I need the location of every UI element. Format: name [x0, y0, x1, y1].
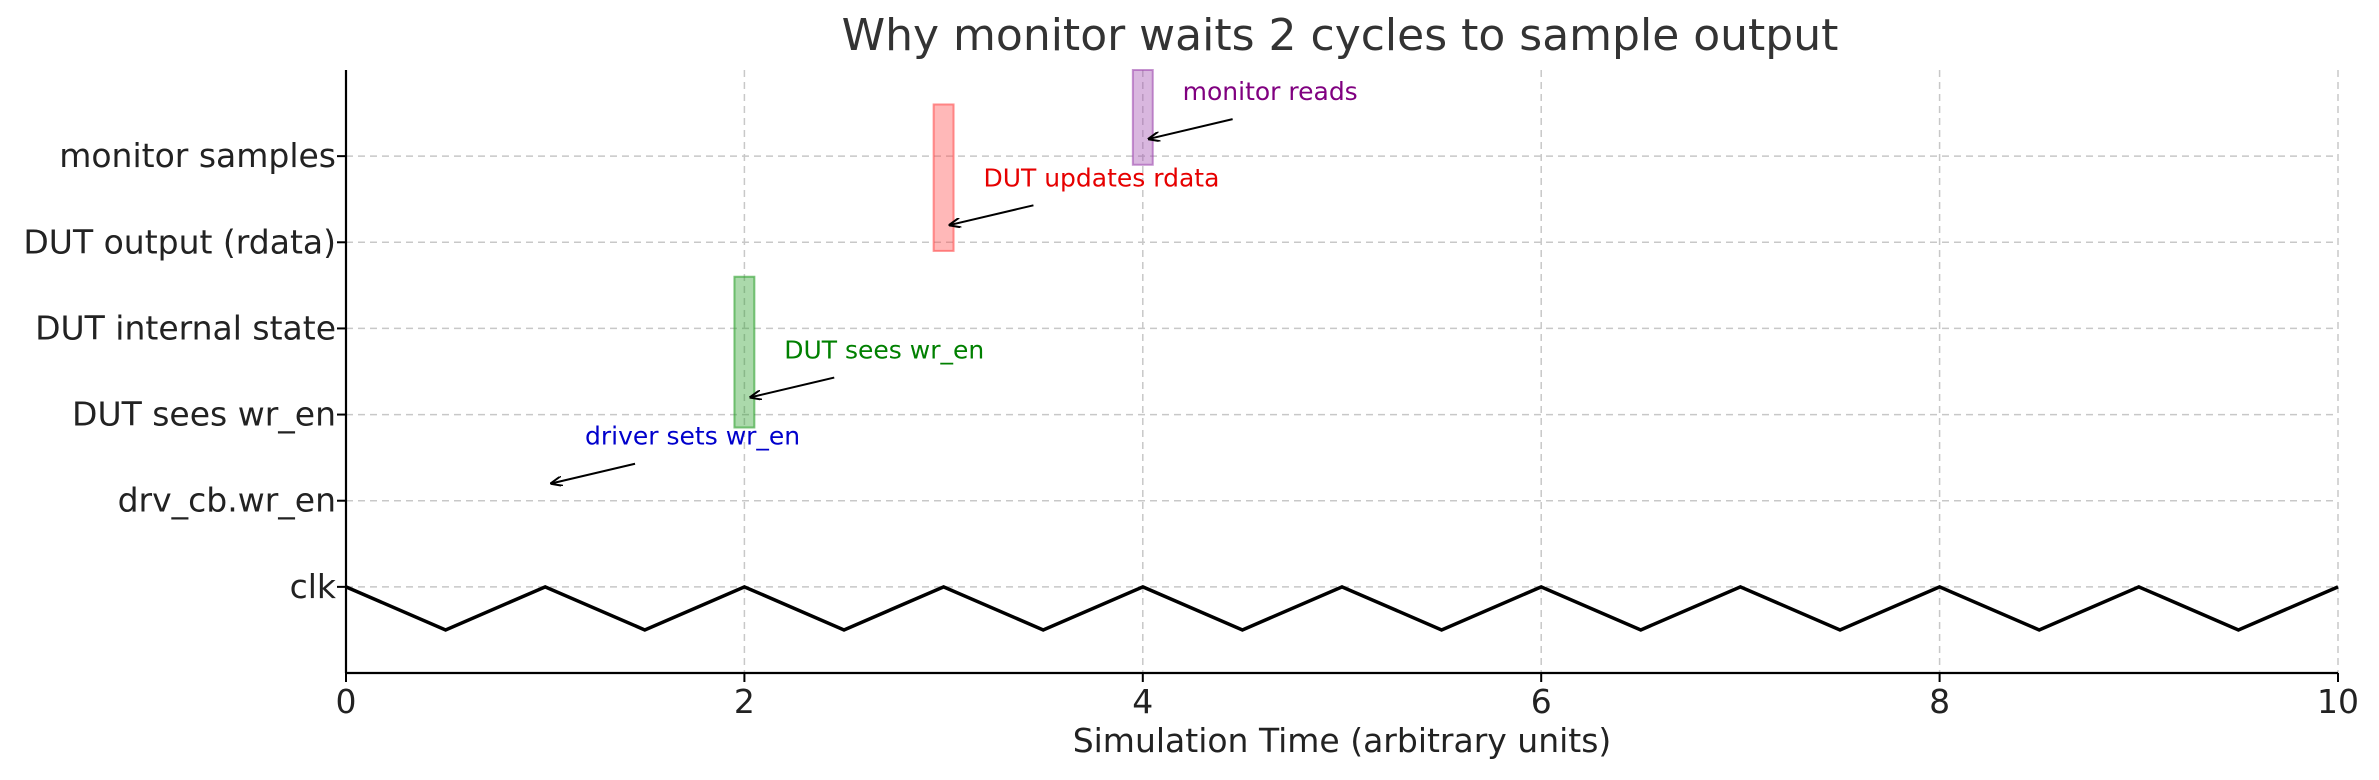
y-tick-label: drv_cb.wr_en: [118, 481, 336, 520]
annotation-label: driver sets wr_en: [585, 422, 800, 451]
y-tick-label: clk: [290, 567, 337, 606]
x-tick-label: 2: [734, 682, 755, 721]
y-tick-label: DUT internal state: [35, 308, 336, 347]
x-tick-label: 8: [1929, 682, 1950, 721]
annotation-label: DUT updates rdata: [983, 163, 1219, 192]
annotation-label: DUT sees wr_en: [784, 336, 984, 365]
annotation-arrow: [551, 462, 636, 484]
annotation-label: monitor reads: [1183, 77, 1358, 106]
x-tick-label: 4: [1132, 682, 1153, 721]
x-tick-label: 6: [1531, 682, 1552, 721]
tick-layer: 0 2 4 6 8 10 clk drv_cb.wr_en DUT sees wr_en DUT …: [23, 136, 2359, 721]
highlight-bar: [733, 275, 756, 429]
x-axis-label: Simulation Time (arbitrary units): [1073, 721, 1612, 760]
annotation-arrow: [1149, 118, 1233, 139]
y-tick-label: monitor samples: [59, 136, 336, 175]
y-tick-label: DUT output (rdata): [23, 222, 336, 261]
annotation-arrow: [750, 376, 835, 398]
x-tick-label: 0: [336, 682, 357, 721]
annotation-layer: driver sets wr_en DUT sees wr_en DUT updat…: [551, 77, 1358, 483]
annotation-arrow: [950, 204, 1034, 225]
grid-layer: [345, 70, 2339, 673]
chart-title: Why monitor waits 2 cycles to sample out…: [842, 10, 1839, 61]
highlight-bar: [1131, 69, 1154, 166]
x-tick-label: 10: [2317, 682, 2359, 721]
y-tick-label: DUT sees wr_en: [72, 395, 336, 434]
highlight-layer: [733, 69, 1154, 429]
clk-line: [345, 584, 2339, 632]
series-layer: [345, 584, 2339, 632]
highlight-bar: [932, 103, 955, 252]
